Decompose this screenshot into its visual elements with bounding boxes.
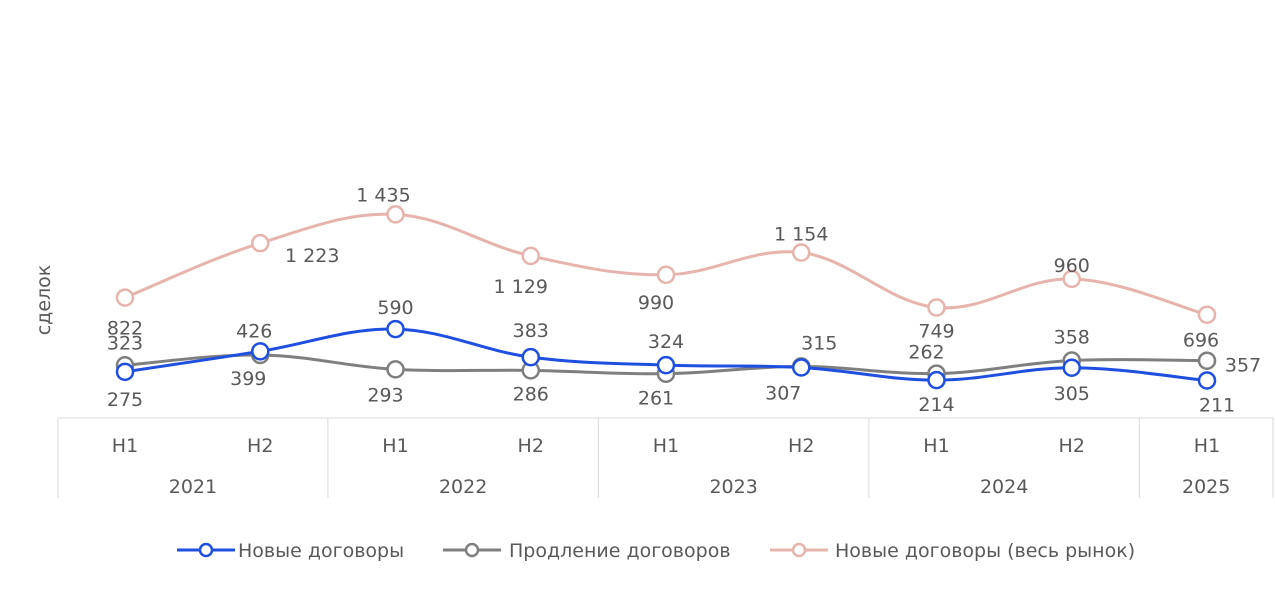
x-tick-half: H1	[653, 435, 679, 457]
data-point	[1062, 269, 1081, 289]
x-tick-year: 2022	[439, 476, 487, 498]
data-point	[386, 205, 405, 224]
data-point	[521, 246, 540, 266]
legend-marker	[791, 542, 807, 558]
category-axis: H1 H2 2021 H1 H2 2022 H1 H2 2023 H1 H2 2024 H1 2025	[57, 417, 1274, 498]
x-tick-half: H1	[382, 435, 408, 457]
data-label: 261	[638, 388, 674, 410]
data-label: 822	[107, 318, 143, 340]
data-label: 1 435	[356, 184, 410, 206]
legend-marker	[464, 542, 480, 558]
x-tick-half: H1	[112, 435, 138, 457]
data-label: 211	[1199, 395, 1235, 417]
series-points	[115, 205, 1217, 390]
x-tick-half: H2	[1059, 435, 1085, 457]
legend-label: Продление договоров	[509, 540, 731, 562]
data-point	[1062, 358, 1081, 378]
data-point	[656, 265, 676, 285]
data-label: 1 154	[774, 224, 828, 246]
data-point	[1197, 371, 1217, 390]
data-label: 1 129	[494, 276, 548, 298]
x-tick-half: H2	[518, 435, 544, 457]
legend: Новые договоры Продление договоров Новые д…	[177, 540, 1135, 562]
data-label: 214	[918, 394, 954, 416]
x-tick-half: H2	[788, 435, 814, 457]
x-tick-half: H1	[1194, 435, 1220, 457]
data-point	[386, 319, 405, 339]
data-point	[792, 358, 811, 377]
data-point	[1197, 305, 1217, 324]
x-tick-year: 2023	[709, 476, 757, 498]
data-point	[115, 288, 135, 307]
data-label: 286	[513, 383, 549, 405]
data-point	[656, 355, 676, 375]
legend-item: Новые договоры (весь рынок)	[770, 540, 1135, 562]
data-label: 990	[638, 292, 674, 314]
data-label: 357	[1225, 355, 1261, 377]
x-tick-year: 2025	[1182, 476, 1230, 498]
data-label: 323	[107, 332, 143, 354]
data-label: 426	[236, 320, 272, 342]
data-label: 749	[918, 321, 954, 343]
data-label: 305	[1054, 383, 1090, 405]
data-label: 590	[377, 297, 413, 319]
data-label: 293	[367, 384, 403, 406]
data-point	[1197, 351, 1217, 370]
data-label: 275	[107, 389, 143, 411]
legend-item: Продление договоров	[443, 540, 731, 562]
data-label: 324	[648, 331, 684, 353]
data-labels: 275 426 590 383 324 307 214 305 211 323 399 293 286 2…	[107, 184, 1261, 416]
data-point	[251, 342, 270, 361]
data-point	[927, 298, 946, 317]
data-point	[251, 233, 270, 253]
x-tick-year: 2024	[980, 476, 1028, 498]
y-axis-label: сделок	[33, 265, 55, 336]
y-axis-label-text: сделок	[33, 265, 55, 336]
data-label: 960	[1054, 255, 1090, 277]
data-point	[927, 370, 946, 390]
data-label: 696	[1183, 330, 1219, 352]
data-label: 307	[765, 382, 801, 404]
legend-label: Новые договоры	[238, 540, 404, 562]
legend-item: Новые договоры	[177, 540, 404, 562]
data-label: 358	[1054, 327, 1090, 349]
data-label: 399	[230, 368, 266, 390]
legend-label: Новые договоры (весь рынок)	[835, 540, 1135, 562]
data-point	[521, 347, 540, 367]
data-point	[386, 360, 405, 379]
x-tick-year: 2021	[169, 476, 217, 498]
data-label: 315	[801, 332, 837, 354]
data-label: 383	[513, 320, 549, 342]
data-label: 262	[908, 342, 944, 364]
data-point	[115, 362, 135, 382]
data-label: 1 223	[285, 245, 339, 267]
x-tick-half: H1	[923, 435, 949, 457]
data-point	[792, 243, 811, 262]
x-tick-half: H2	[247, 435, 273, 457]
legend-marker	[198, 542, 214, 558]
